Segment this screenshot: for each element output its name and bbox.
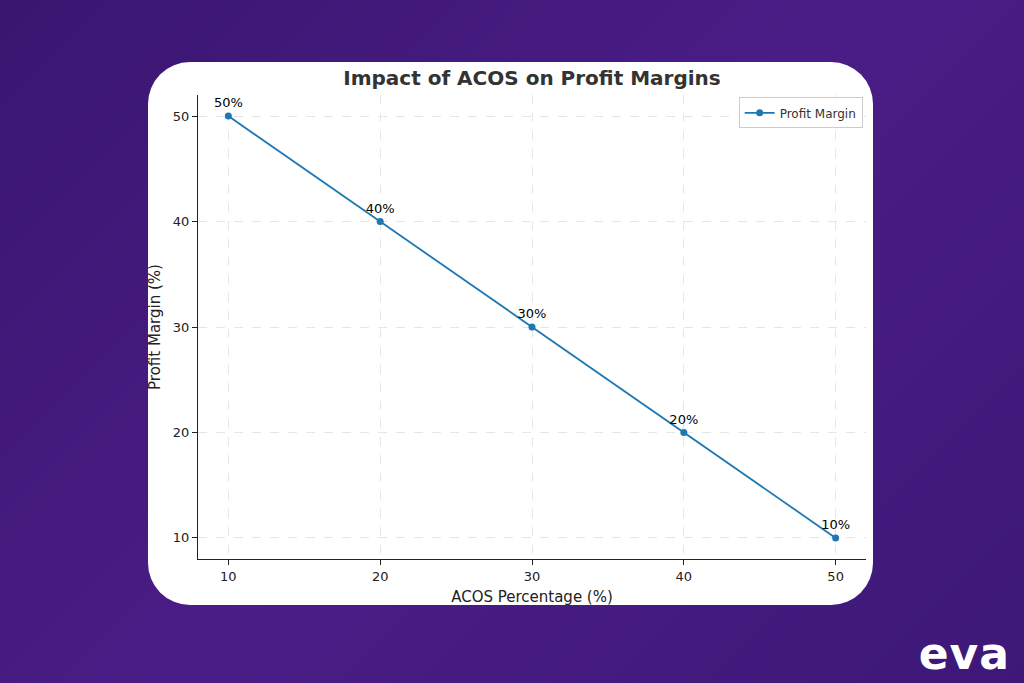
html-text:eva: eva	[918, 628, 1010, 679]
svg-text:30: 30	[173, 320, 190, 335]
svg-text:40: 40	[173, 214, 190, 229]
svg-text:10: 10	[173, 530, 190, 545]
svg-text:50%: 50%	[214, 95, 243, 110]
svg-text:Profit Margin (%): Profit Margin (%)	[146, 264, 164, 390]
svg-text:20%: 20%	[669, 412, 698, 427]
svg-text:20: 20	[173, 425, 190, 440]
svg-text:50: 50	[827, 569, 844, 584]
svg-text:20: 20	[372, 569, 389, 584]
svg-text:30: 30	[524, 569, 541, 584]
svg-text:ACOS Percentage (%): ACOS Percentage (%)	[451, 588, 613, 606]
svg-text:Profit Margin: Profit Margin	[780, 107, 856, 121]
svg-text:Impact of ACOS on Profit Margi: Impact of ACOS on Profit Margins	[343, 66, 721, 90]
svg-text:10%: 10%	[821, 517, 850, 532]
svg-text:30%: 30%	[518, 306, 547, 321]
svg-text:40: 40	[676, 569, 693, 584]
svg-text:50: 50	[173, 109, 190, 124]
svg-text:40%: 40%	[366, 201, 395, 216]
svg-text:10: 10	[220, 569, 237, 584]
